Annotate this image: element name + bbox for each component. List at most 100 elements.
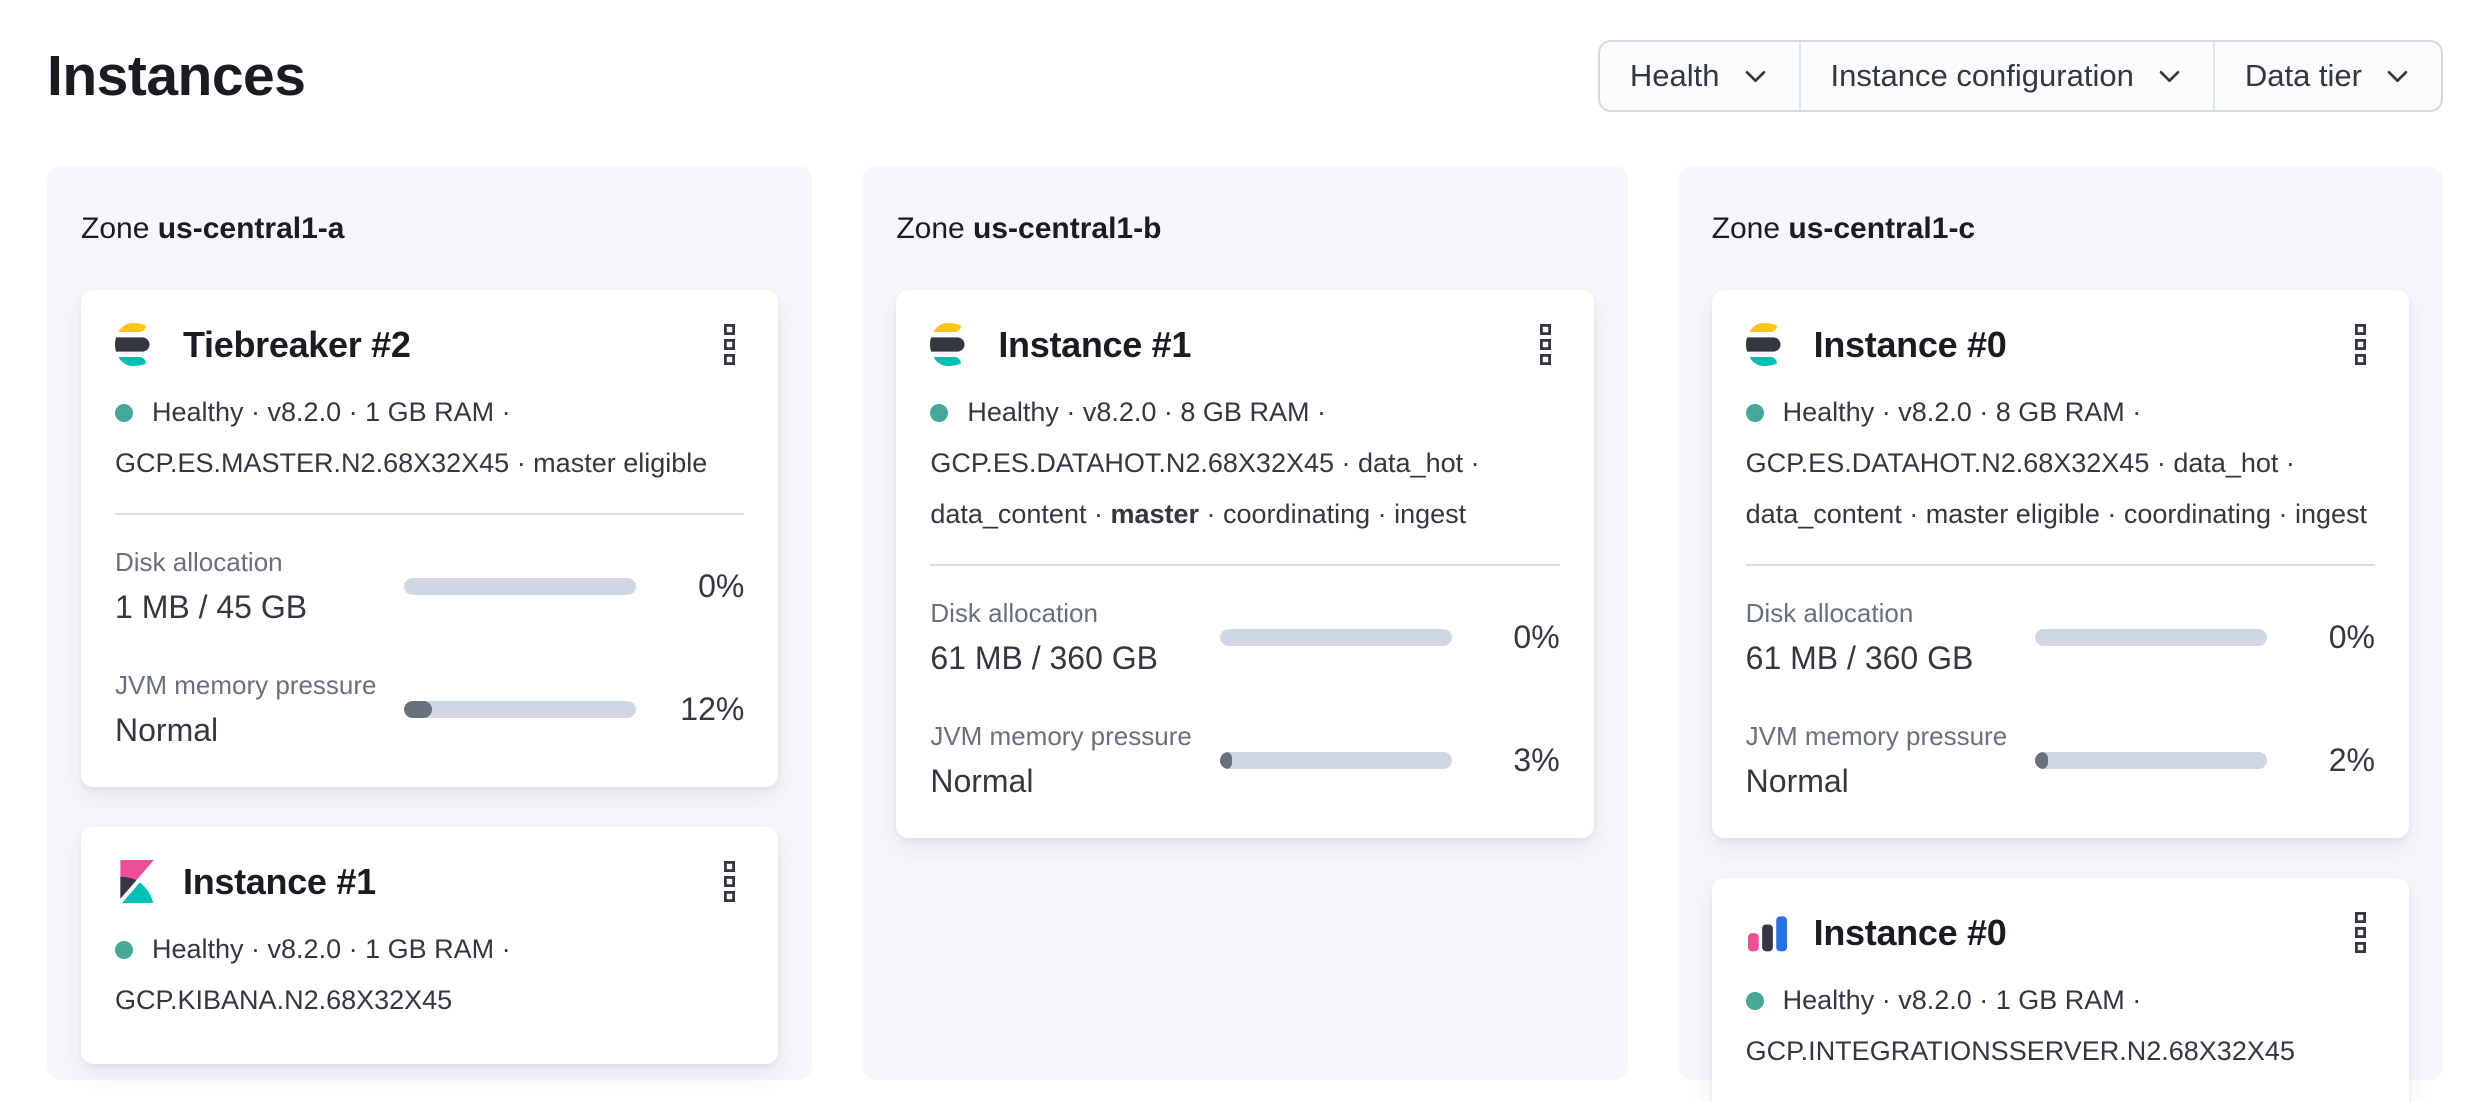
metric-row-disk-allocation: Disk allocation 61 MB / 360 GB 0% (1746, 598, 2375, 677)
health-dot (115, 941, 133, 959)
instance-card-header: Instance #1 (930, 320, 1559, 369)
zone-name: us-central1-c (1788, 212, 1976, 245)
metric-row-jvm-memory-pressure: JVM memory pressure Normal 3% (930, 721, 1559, 800)
instance-meta-line: data_content · master · coordinating · i… (930, 499, 1467, 529)
instance-title: Instance #1 (183, 860, 376, 902)
instance-metrics: Disk allocation 61 MB / 360 GB 0% JVM memor… (930, 598, 1559, 800)
metric-percent: 0% (2328, 619, 2375, 655)
filter-button-data-tier[interactable]: Data tier (2212, 42, 2441, 110)
health-dot (115, 404, 133, 422)
chevron-down-icon (1745, 70, 1765, 82)
metric-value: Normal (1745, 763, 1849, 799)
boxes-vertical-icon (724, 324, 736, 365)
elasticsearch-icon (1745, 323, 1781, 366)
card-divider (115, 513, 745, 515)
integrations-server-icon (1747, 916, 1787, 952)
kibana-icon (120, 860, 154, 903)
page-title: Instances (47, 44, 306, 108)
health-dot (1745, 404, 1764, 422)
instance-meta: Healthy · v8.2.0 · 1 GB RAM · GCP.ES.MAST… (115, 387, 744, 489)
zone-panel-us-central1-a: Zone us-central1-a Tiebreaker #2 Healthy… (47, 166, 813, 1080)
metric-label: JVM memory pressure (930, 721, 1192, 751)
instance-meta-line: GCP.ES.DATAHOT.N2.68X32X45 · data_hot · (930, 448, 1480, 478)
instance-metrics: Disk allocation 1 MB / 45 GB 0% JVM memory … (115, 547, 744, 749)
instance-meta-line: Healthy · v8.2.0 · 8 GB RAM · (1745, 387, 2375, 438)
metric-value: Normal (930, 763, 1034, 799)
metric-progress-bar (1219, 629, 1452, 646)
metric-label: JVM memory pressure (1745, 721, 2008, 751)
instance-menu-button[interactable] (1531, 320, 1560, 369)
instance-meta-line: Healthy · v8.2.0 · 1 GB RAM · (1745, 975, 2375, 1026)
filter-button-label: Health (1629, 58, 1720, 93)
filter-button-health[interactable]: Health (1600, 42, 1799, 110)
metric-row-jvm-memory-pressure: JVM memory pressure Normal 2% (1746, 721, 2375, 800)
instance-menu-button[interactable] (2346, 908, 2375, 957)
chevron-down-icon (2387, 70, 2408, 82)
metric-percent: 12% (680, 691, 745, 727)
instance-menu-button[interactable] (715, 320, 744, 369)
instance-title: Instance #0 (1813, 323, 2007, 365)
elasticsearch-logo (1745, 323, 1789, 366)
instance-meta-line: GCP.ES.MASTER.N2.68X32X45 · master eligi… (115, 448, 708, 478)
elasticsearch-icon (930, 323, 965, 366)
instance-metrics: Disk allocation 61 MB / 360 GB 0% JVM memor… (1746, 598, 2375, 800)
filter-button-instance-configuration[interactable]: Instance configuration (1798, 42, 2213, 110)
card-divider (1745, 564, 2375, 566)
metric-percent: 2% (2328, 742, 2375, 778)
metric-progress-bar (404, 578, 637, 595)
instance-menu-button[interactable] (715, 857, 744, 906)
instance-title: Tiebreaker #2 (183, 323, 411, 365)
zone-panel-us-central1-c: Zone us-central1-c Instance #0 Healthy ·… (1677, 166, 2443, 1102)
zone-cards: Tiebreaker #2 Healthy · v8.2.0 · 1 GB RA… (81, 290, 779, 1064)
instance-card: Instance #1 Healthy · v8.2.0 · 8 GB RAM … (896, 290, 1594, 838)
instance-meta: Healthy · v8.2.0 · 1 GB RAM · GCP.KIBANA.… (115, 924, 744, 1026)
instance-title: Instance #0 (1813, 911, 2007, 953)
instance-meta-line: Healthy · v8.2.0 · 8 GB RAM · (930, 387, 1559, 438)
metric-row-disk-allocation: Disk allocation 1 MB / 45 GB 0% (115, 547, 744, 626)
zone-name: us-central1-a (157, 212, 345, 245)
instance-meta-line: GCP.ES.DATAHOT.N2.68X32X45 · data_hot · (1745, 448, 2295, 478)
instance-card: Instance #0 Healthy · v8.2.0 · 1 GB RAM … (1711, 878, 2409, 1102)
metric-progress-fill (404, 701, 433, 718)
zone-label: Zone us-central1-c (1712, 212, 2409, 246)
zone-prefix: Zone (1711, 212, 1789, 245)
card-divider (930, 564, 1560, 566)
metric-row-disk-allocation: Disk allocation 61 MB / 360 GB 0% (930, 598, 1559, 677)
metric-label: Disk allocation (930, 598, 1098, 628)
zone-label: Zone us-central1-a (81, 212, 778, 246)
filter-button-label: Instance configuration (1830, 58, 2134, 93)
zone-cards: Instance #0 Healthy · v8.2.0 · 8 GB RAM … (1711, 290, 2409, 1102)
instance-meta: Healthy · v8.2.0 · 1 GB RAM · GCP.INTEGRA… (1745, 975, 2375, 1077)
metric-percent: 0% (1513, 619, 1560, 655)
instance-card: Instance #0 Healthy · v8.2.0 · 8 GB RAM … (1711, 290, 2409, 838)
metric-percent: 3% (1513, 742, 1560, 778)
metric-progress-bar (2034, 629, 2267, 646)
metric-progress-fill (2034, 752, 2048, 769)
metric-value: 61 MB / 360 GB (930, 640, 1158, 676)
instance-card-header: Instance #0 (1745, 320, 2375, 369)
boxes-vertical-icon (2354, 324, 2366, 365)
metric-value: 61 MB / 360 GB (1745, 640, 1974, 676)
instance-menu-button[interactable] (2346, 320, 2375, 369)
instance-meta-line: data_content · master eligible · coordin… (1745, 499, 2367, 529)
filter-button-label: Data tier (2244, 58, 2362, 93)
kibana-logo (115, 860, 158, 903)
zone-prefix: Zone (81, 212, 158, 245)
metric-label: Disk allocation (115, 547, 283, 577)
boxes-vertical-icon (2354, 912, 2366, 953)
instance-card-header: Instance #1 (115, 857, 744, 906)
metric-progress-fill (1219, 752, 1233, 769)
instance-card: Instance #1 Healthy · v8.2.0 · 1 GB RAM … (81, 827, 779, 1064)
zones-row: Zone us-central1-a Tiebreaker #2 Healthy… (47, 166, 2443, 1102)
instance-card-header: Instance #0 (1746, 908, 2375, 957)
zone-label: Zone us-central1-b (896, 212, 1593, 246)
elasticsearch-logo (930, 323, 973, 366)
health-dot (1745, 992, 1764, 1010)
metric-progress-bar (2034, 752, 2267, 769)
metric-label: JVM memory pressure (115, 670, 377, 700)
elasticsearch-icon (115, 323, 150, 366)
instance-card: Tiebreaker #2 Healthy · v8.2.0 · 1 GB RA… (81, 290, 779, 787)
metric-label: Disk allocation (1745, 598, 1914, 628)
elasticsearch-logo (115, 323, 158, 366)
